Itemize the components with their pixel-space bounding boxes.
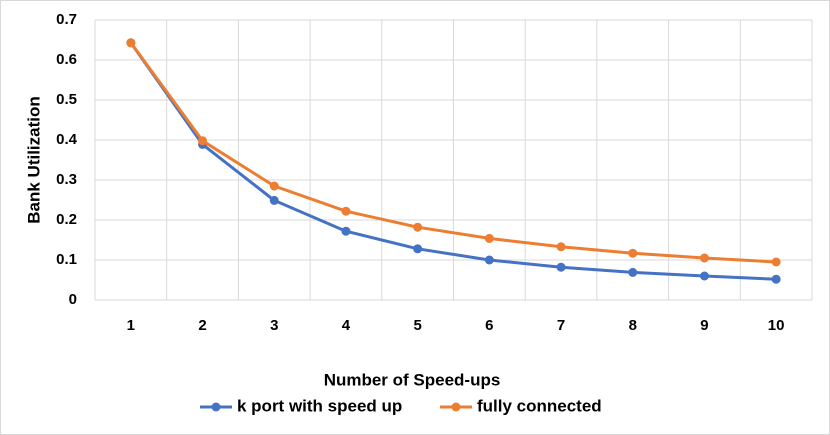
x-tick-label: 9	[700, 317, 708, 334]
x-tick-label: 2	[198, 317, 206, 334]
data-point	[484, 233, 494, 243]
x-tick-label: 4	[342, 317, 351, 334]
y-tick-label: 0.1	[56, 251, 77, 268]
x-tick-label: 3	[270, 317, 278, 334]
y-tick-label: 0.5	[56, 91, 77, 108]
data-point	[126, 38, 136, 48]
data-point	[269, 195, 279, 205]
data-point	[269, 181, 279, 191]
y-axis-title: Bank Utilization	[24, 96, 43, 224]
data-point	[413, 222, 423, 232]
y-tick-label: 0	[69, 291, 77, 308]
data-point	[341, 226, 351, 236]
legend-marker	[451, 402, 461, 412]
x-tick-label: 5	[413, 317, 421, 334]
data-point	[628, 248, 638, 258]
data-point	[699, 253, 709, 263]
x-tick-label: 8	[629, 317, 637, 334]
y-tick-label: 0.6	[56, 51, 77, 68]
data-point	[198, 136, 208, 146]
data-point	[484, 255, 494, 265]
y-tick-label: 0.3	[56, 171, 77, 188]
data-point	[556, 262, 566, 272]
y-tick-label: 0.4	[56, 131, 78, 148]
x-tick-label: 6	[485, 317, 493, 334]
data-point	[699, 271, 709, 281]
y-tick-label: 0.7	[56, 11, 77, 28]
data-point	[771, 274, 781, 284]
data-point	[556, 242, 566, 252]
data-point	[628, 267, 638, 277]
x-axis-title: Number of Speed-ups	[324, 370, 501, 389]
x-tick-label: 10	[768, 317, 785, 334]
data-point	[771, 257, 781, 267]
legend-marker	[211, 402, 221, 412]
series-line	[129, 41, 777, 264]
x-tick-label: 1	[127, 317, 135, 334]
x-tick-label: 7	[557, 317, 565, 334]
legend-label: fully connected	[477, 396, 602, 415]
data-point	[341, 206, 351, 216]
data-point	[413, 244, 423, 254]
legend-label: k port with speed up	[237, 396, 402, 415]
series-line	[129, 41, 777, 281]
y-tick-label: 0.2	[56, 211, 77, 228]
